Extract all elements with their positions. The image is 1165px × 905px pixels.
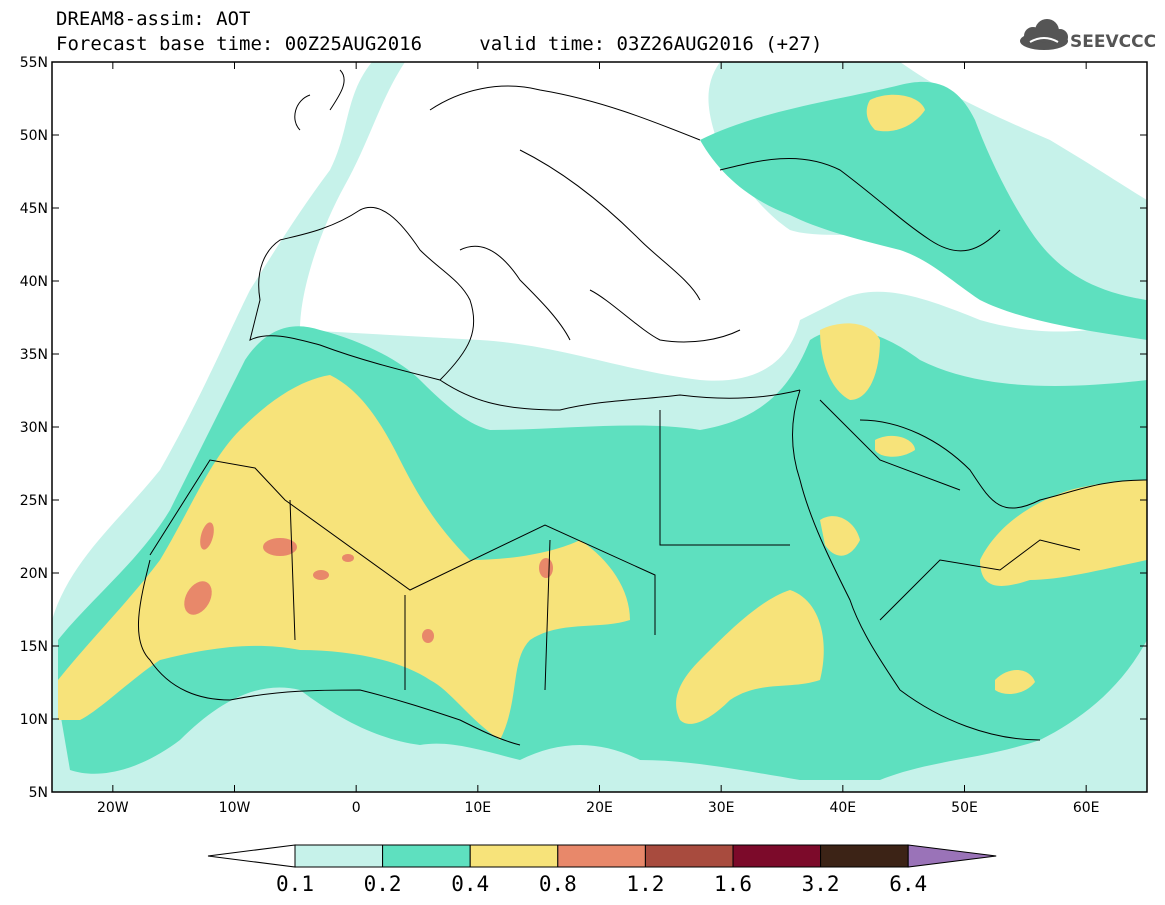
colorbar-label: 0.1 [276, 872, 314, 896]
colorbar-segment [732, 844, 822, 868]
colorbar-label: 1.2 [626, 872, 664, 896]
x-tick-label: 10W [219, 800, 251, 816]
y-tick-label: 20N [20, 566, 48, 582]
y-axis: 55N 50N 45N 40N 35N 30N 25N 20N 15N 10N 5N [20, 55, 1147, 801]
colorbar-segment [557, 844, 646, 868]
colorbar-segment [469, 844, 559, 868]
x-tick-label: 30E [708, 800, 735, 816]
colorbar-over [907, 844, 997, 868]
x-tick-label: 20E [586, 800, 613, 816]
y-tick-label: 35N [20, 347, 48, 363]
y-tick-label: 10N [20, 712, 48, 728]
colorbar-label: 6.4 [889, 872, 927, 896]
valid-time: valid time: 03Z26AUG2016 (+27) [479, 33, 823, 55]
y-tick-label: 25N [20, 493, 48, 509]
x-axis: 20W 10W 0 10E 20E 30E 40E 50E 60E [97, 62, 1100, 816]
x-tick-label: 60E [1073, 800, 1100, 816]
x-tick-label: 10E [464, 800, 491, 816]
colorbar-segment [820, 844, 909, 868]
logo-text: SEEVCCC [1070, 32, 1156, 52]
colorbar-segment [644, 844, 734, 868]
colorbar-under [207, 844, 296, 868]
colorbar-segment [294, 844, 384, 868]
forecast-base-time: Forecast base time: 00Z25AUG2016 [56, 33, 423, 55]
colorbar-label: 0.2 [364, 872, 402, 896]
y-tick-label: 15N [20, 639, 48, 655]
colorbar-label: 3.2 [802, 872, 840, 896]
chart-title: DREAM8-assim: AOT [56, 8, 251, 30]
y-tick-label: 45N [20, 201, 48, 217]
y-tick-label: 5N [29, 785, 48, 801]
x-tick-label: 50E [951, 800, 978, 816]
aot-level-0.8 [184, 522, 553, 643]
colorbar-label: 0.8 [539, 872, 577, 896]
x-tick-label: 40E [829, 800, 856, 816]
aot-field [52, 62, 1147, 792]
coastlines [138, 69, 1147, 746]
colorbar: 0.1 0.2 0.4 0.8 1.2 1.6 3.2 6.4 [207, 844, 997, 896]
colorbar-label: 1.6 [714, 872, 752, 896]
x-tick-label: 20W [97, 800, 129, 816]
x-tick-label: 0 [352, 800, 361, 816]
colorbar-segment [382, 844, 471, 868]
time-info: Forecast base time: 00Z25AUG2016 valid t… [56, 33, 822, 55]
y-tick-label: 50N [20, 128, 48, 144]
aot-level-0.2 [58, 81, 1147, 780]
logo: SEEVCCC [1020, 19, 1156, 52]
cloud-icon [1020, 19, 1068, 50]
y-tick-label: 30N [20, 420, 48, 436]
y-tick-label: 40N [20, 274, 48, 290]
colorbar-label: 0.4 [451, 872, 489, 896]
y-tick-label: 55N [20, 55, 48, 71]
